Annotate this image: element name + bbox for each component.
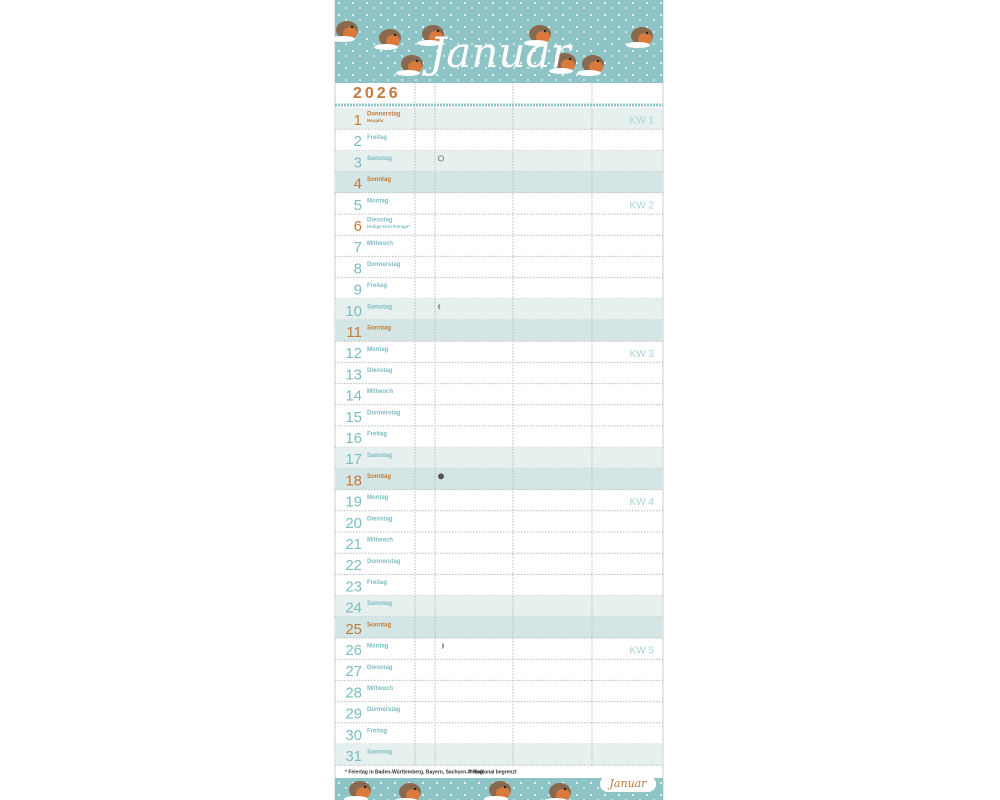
- weekday: Donnerstag: [367, 262, 401, 268]
- row-shade: [336, 150, 662, 172]
- day-number: 4: [354, 176, 362, 193]
- holiday-note: Heilige Drei Könige*: [367, 224, 410, 229]
- day-number: 17: [345, 451, 362, 468]
- day-number: 11: [346, 324, 362, 341]
- day-number: 21: [345, 536, 362, 553]
- day-number: 27: [345, 663, 362, 680]
- weekday: Donnerstag: [367, 707, 401, 713]
- weekday: Dienstag: [367, 665, 393, 671]
- calendar-week: KW 2: [630, 200, 655, 211]
- weekday: Mittwoch: [367, 538, 393, 544]
- row-shade: [336, 171, 662, 193]
- weekday: Freitag: [367, 432, 387, 438]
- day-number: 18: [345, 472, 362, 489]
- weekday: Mittwoch: [367, 389, 393, 395]
- weekday: Montag: [367, 198, 389, 204]
- weekday: Donnerstag: [367, 112, 401, 118]
- row-shade: [336, 320, 662, 342]
- weekday: Mittwoch: [367, 241, 393, 247]
- weekday: Freitag: [367, 283, 387, 289]
- footnote: * Feiertag in Baden-Württemberg, Bayern,…: [345, 769, 484, 775]
- moon-phase: [438, 303, 441, 310]
- day-number: 19: [345, 494, 362, 511]
- calendar-week: KW 4: [630, 497, 655, 508]
- day-number: 14: [345, 388, 362, 405]
- weekday: Donnerstag: [367, 410, 401, 416]
- footer-band: [335, 776, 663, 800]
- day-number: 26: [345, 642, 362, 659]
- calendar-week: KW 3: [630, 349, 655, 360]
- footnote: ** Regional begrenzt: [468, 769, 517, 775]
- weekday: Donnerstag: [367, 559, 401, 565]
- row-shade: [336, 744, 662, 766]
- weekday: Freitag: [367, 580, 387, 586]
- weekday: Samstag: [367, 453, 392, 459]
- footer-badge: Januar: [608, 777, 648, 790]
- day-number: 22: [345, 557, 362, 574]
- calendar-week: KW 1: [630, 116, 655, 127]
- weekday: Samstag: [367, 304, 392, 310]
- weekday: Montag: [367, 495, 389, 501]
- row-shade: [336, 108, 662, 130]
- weekday: Montag: [367, 644, 389, 650]
- day-number: 9: [354, 282, 362, 299]
- weekday: Mittwoch: [367, 686, 393, 692]
- row-shade: [336, 468, 662, 490]
- weekday: Dienstag: [367, 218, 393, 224]
- day-number: 25: [345, 621, 362, 638]
- weekday: Samstag: [367, 750, 392, 756]
- day-number: 20: [345, 515, 362, 532]
- day-number: 13: [345, 366, 362, 383]
- moon-phase: [441, 643, 444, 649]
- calendar-sheet: [334, 0, 664, 800]
- day-number: 7: [354, 239, 362, 256]
- month-title: Januar: [421, 28, 573, 77]
- weekday: Samstag: [367, 601, 392, 607]
- day-number: 23: [345, 578, 362, 595]
- weekday: Samstag: [367, 156, 392, 162]
- row-shade: [336, 616, 662, 638]
- weekday: Sonntag: [367, 326, 391, 332]
- header-band: [331, 0, 663, 83]
- day-number: 30: [345, 727, 362, 744]
- day-number: 24: [345, 600, 362, 617]
- day-number: 28: [345, 684, 362, 701]
- day-number: 10: [345, 303, 362, 320]
- day-number: 1: [354, 112, 362, 129]
- day-number: 29: [345, 706, 362, 723]
- weekday: Dienstag: [367, 368, 393, 374]
- year: 2026: [353, 85, 401, 102]
- row-shade: [336, 447, 662, 469]
- calendar-week: KW 5: [630, 646, 655, 657]
- weekday: Freitag: [367, 728, 387, 734]
- weekday: Sonntag: [367, 177, 391, 183]
- weekday: Sonntag: [367, 474, 391, 480]
- row-shade: [336, 595, 662, 617]
- holiday-note: Neujahr: [367, 118, 384, 123]
- day-number: 2: [354, 133, 362, 150]
- row-shade: [336, 298, 662, 320]
- day-number: 5: [354, 197, 362, 214]
- day-number: 3: [354, 154, 362, 171]
- moon-phase: [438, 473, 444, 480]
- day-number: 31: [345, 748, 362, 765]
- day-number: 16: [345, 430, 362, 447]
- moon-phase: [437, 155, 445, 162]
- day-number: 8: [354, 260, 362, 277]
- day-number: 12: [345, 345, 362, 362]
- weekday: Freitag: [367, 135, 387, 141]
- weekday: Sonntag: [367, 622, 391, 628]
- weekday: Montag: [367, 347, 389, 353]
- day-number: 15: [345, 409, 362, 426]
- day-number: 6: [354, 218, 362, 235]
- weekday: Dienstag: [367, 516, 393, 522]
